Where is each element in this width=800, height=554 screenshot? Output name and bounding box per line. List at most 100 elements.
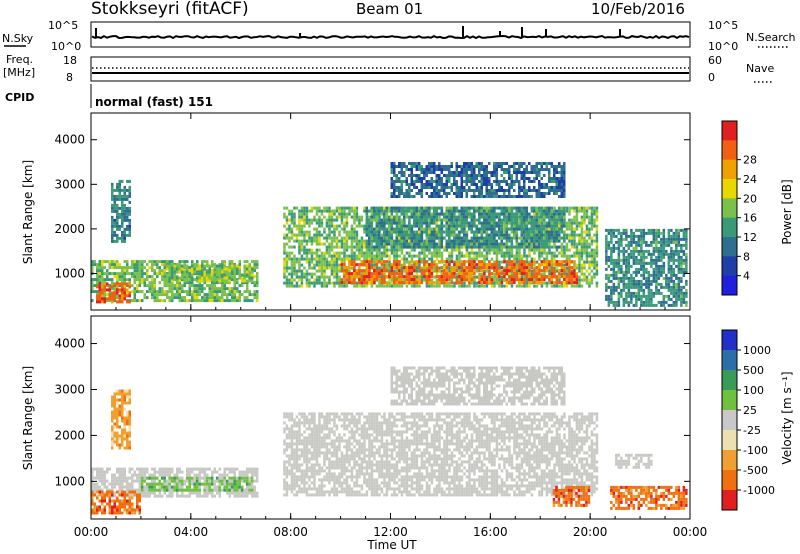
data-cell bbox=[470, 227, 473, 231]
beam-title: Beam 01 bbox=[356, 0, 423, 18]
data-cell bbox=[118, 185, 121, 189]
data-cell bbox=[525, 224, 528, 228]
data-cell bbox=[151, 284, 154, 288]
data-cell bbox=[133, 263, 136, 267]
data-cell bbox=[398, 209, 401, 213]
data-cell bbox=[141, 272, 144, 276]
data-cell bbox=[530, 221, 533, 225]
data-cell bbox=[393, 245, 396, 249]
data-cell bbox=[283, 242, 286, 246]
data-cell bbox=[393, 209, 396, 213]
data-cell bbox=[98, 291, 101, 295]
data-cell bbox=[485, 278, 489, 282]
data-cell bbox=[400, 245, 403, 249]
data-cell bbox=[380, 251, 384, 255]
data-cell bbox=[438, 251, 441, 255]
data-cell bbox=[123, 294, 126, 298]
data-cell bbox=[163, 266, 166, 270]
data-cell bbox=[243, 290, 246, 294]
data-cell bbox=[333, 284, 336, 288]
data-cell bbox=[378, 278, 381, 282]
data-cell bbox=[510, 278, 514, 282]
data-cell bbox=[325, 260, 329, 264]
data-cell bbox=[508, 263, 511, 267]
data-cell bbox=[530, 236, 533, 240]
data-cell bbox=[523, 254, 526, 258]
data-cell bbox=[550, 272, 554, 276]
data-cell bbox=[186, 260, 189, 264]
data-cell bbox=[513, 215, 516, 219]
data-cell bbox=[535, 230, 539, 234]
data-cell bbox=[505, 230, 508, 234]
data-cell bbox=[505, 260, 509, 264]
data-cell bbox=[363, 230, 366, 234]
data-cell bbox=[583, 206, 586, 210]
data-cell bbox=[443, 230, 446, 234]
data-cell bbox=[188, 299, 191, 303]
data-cell bbox=[473, 275, 476, 279]
data-cell bbox=[435, 254, 439, 258]
data-cell bbox=[533, 230, 536, 234]
data-cell bbox=[473, 230, 476, 234]
data-cell bbox=[210, 270, 214, 274]
data-cell bbox=[410, 242, 414, 246]
data-cell bbox=[448, 218, 451, 222]
data-cell bbox=[128, 212, 131, 216]
data-cell bbox=[385, 242, 388, 246]
data-cell bbox=[158, 293, 161, 297]
data-cell bbox=[208, 267, 211, 271]
data-cell bbox=[523, 263, 526, 267]
data-cell bbox=[325, 233, 329, 237]
data-cell bbox=[200, 264, 204, 268]
data-cell bbox=[138, 275, 141, 279]
data-cell bbox=[525, 209, 528, 213]
data-cell bbox=[440, 272, 444, 276]
data-cell bbox=[196, 290, 199, 294]
data-cell bbox=[171, 281, 174, 285]
data-cell bbox=[503, 275, 506, 279]
data-cell bbox=[226, 299, 229, 303]
data-cell bbox=[535, 218, 538, 222]
data-cell bbox=[433, 260, 436, 264]
data-cell bbox=[123, 194, 126, 198]
data-cell bbox=[393, 221, 396, 225]
data-cell bbox=[400, 266, 404, 270]
data-cell bbox=[550, 284, 554, 288]
data-cell bbox=[318, 257, 321, 261]
data-cell bbox=[123, 227, 126, 231]
data-cell bbox=[108, 278, 111, 282]
data-cell bbox=[111, 233, 114, 237]
data-cell bbox=[468, 269, 471, 273]
data-cell bbox=[358, 251, 361, 255]
data-cell bbox=[343, 212, 346, 216]
data-cell bbox=[345, 239, 349, 243]
data-cell bbox=[300, 254, 304, 258]
data-cell bbox=[310, 260, 314, 264]
data-cell bbox=[323, 272, 326, 276]
data-cell bbox=[335, 236, 339, 240]
data-cell bbox=[240, 273, 244, 277]
data-cell bbox=[420, 236, 423, 240]
data-cell bbox=[528, 275, 531, 279]
data-cell bbox=[151, 281, 154, 285]
data-cell bbox=[433, 269, 436, 273]
data-cell bbox=[116, 227, 119, 231]
data-cell bbox=[403, 269, 406, 273]
data-cell bbox=[198, 269, 201, 273]
data-cell bbox=[478, 266, 481, 270]
data-cell bbox=[455, 221, 459, 225]
data-cell bbox=[505, 239, 509, 243]
data-cell bbox=[395, 245, 399, 249]
data-cell bbox=[438, 215, 441, 219]
data-cell bbox=[593, 221, 596, 225]
data-cell bbox=[378, 245, 381, 249]
data-cell bbox=[560, 206, 564, 210]
data-cell bbox=[550, 218, 554, 222]
data-cell bbox=[563, 239, 566, 243]
data-cell bbox=[113, 272, 116, 276]
data-cell bbox=[515, 254, 519, 258]
data-cell bbox=[178, 281, 181, 285]
data-cell bbox=[241, 293, 244, 297]
data-cell bbox=[350, 254, 354, 258]
data-cell bbox=[450, 281, 454, 285]
